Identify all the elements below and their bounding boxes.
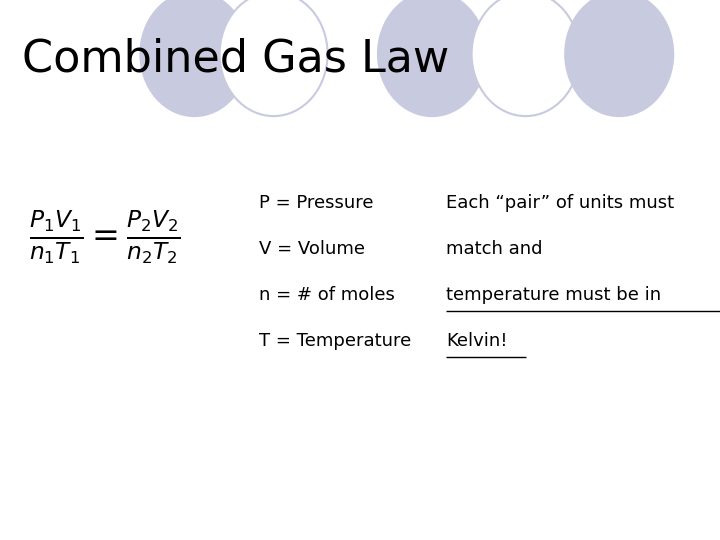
Ellipse shape	[140, 0, 248, 116]
Text: $\frac{P_1 V_1}{n_1 T_1} = \frac{P_2 V_2}{n_2 T_2}$: $\frac{P_1 V_1}{n_1 T_1} = \frac{P_2 V_2…	[29, 209, 180, 266]
Ellipse shape	[220, 0, 328, 116]
Text: P = Pressure: P = Pressure	[259, 194, 374, 212]
Text: match and: match and	[446, 240, 543, 258]
Text: T = Temperature: T = Temperature	[259, 332, 411, 350]
Text: n = # of moles: n = # of moles	[259, 286, 395, 304]
Text: Combined Gas Law: Combined Gas Law	[22, 38, 449, 81]
Text: V = Volume: V = Volume	[259, 240, 365, 258]
Ellipse shape	[472, 0, 580, 116]
Ellipse shape	[378, 0, 486, 116]
Text: temperature must be in: temperature must be in	[446, 286, 662, 304]
Text: Kelvin!: Kelvin!	[446, 332, 508, 350]
Ellipse shape	[565, 0, 673, 116]
Text: Each “pair” of units must: Each “pair” of units must	[446, 194, 675, 212]
